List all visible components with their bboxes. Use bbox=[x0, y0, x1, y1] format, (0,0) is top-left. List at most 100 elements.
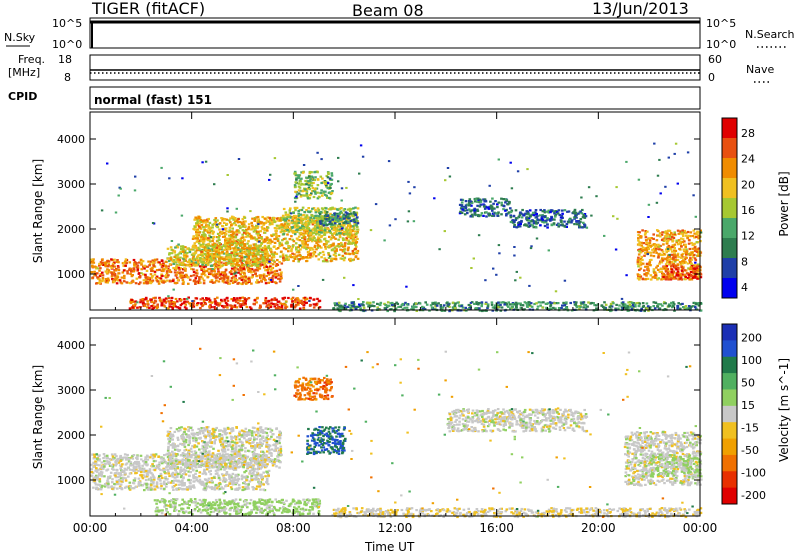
data-cell bbox=[488, 205, 491, 208]
data-cell bbox=[698, 274, 701, 277]
data-cell bbox=[300, 218, 303, 221]
data-cell bbox=[188, 258, 192, 261]
data-cell bbox=[309, 254, 312, 257]
data-cell bbox=[347, 239, 350, 242]
data-cell bbox=[699, 302, 702, 305]
data-cell bbox=[327, 244, 331, 247]
data-cell bbox=[157, 282, 161, 285]
data-cell bbox=[675, 274, 678, 277]
data-cell bbox=[98, 281, 101, 285]
data-cell bbox=[668, 258, 671, 261]
data-cell bbox=[171, 301, 175, 304]
data-cell bbox=[321, 260, 325, 263]
data-cell bbox=[344, 252, 347, 255]
data-cell bbox=[301, 241, 304, 244]
data-cell bbox=[583, 223, 586, 226]
data-cell bbox=[312, 207, 316, 210]
data-cell bbox=[245, 255, 249, 258]
date-label: 13/Jun/2013 bbox=[592, 0, 689, 18]
data-cell bbox=[635, 302, 638, 305]
data-cell bbox=[273, 245, 276, 248]
data-cell bbox=[196, 237, 199, 240]
data-cell bbox=[208, 306, 212, 309]
data-cell bbox=[478, 205, 482, 208]
data-cell bbox=[312, 181, 315, 185]
data-cell bbox=[636, 261, 640, 264]
data-cell bbox=[228, 219, 231, 222]
data-cell bbox=[222, 277, 226, 280]
data-cell bbox=[486, 305, 490, 308]
data-cell bbox=[322, 190, 326, 193]
data-cell bbox=[205, 255, 209, 258]
data-cell bbox=[294, 301, 297, 304]
data-cell bbox=[490, 301, 494, 304]
data-cell bbox=[668, 273, 671, 276]
data-cell bbox=[339, 216, 342, 219]
data-cell bbox=[676, 304, 679, 308]
data-cell bbox=[173, 281, 177, 284]
data-cell bbox=[248, 278, 251, 281]
data-cell bbox=[243, 244, 247, 248]
data-cell bbox=[192, 255, 195, 258]
data-cell bbox=[625, 308, 628, 311]
data-cell bbox=[637, 265, 640, 268]
data-cell bbox=[528, 301, 531, 304]
data-cell bbox=[125, 281, 129, 284]
data-cell bbox=[544, 220, 548, 224]
data-cell bbox=[437, 302, 440, 305]
data-cell bbox=[284, 304, 287, 307]
data-cell bbox=[668, 246, 672, 249]
data-cell bbox=[273, 241, 277, 244]
data-cell bbox=[237, 247, 240, 250]
data-cell bbox=[264, 217, 267, 220]
data-cell bbox=[668, 235, 672, 238]
data-cell bbox=[221, 235, 225, 238]
data-cell bbox=[621, 303, 625, 306]
data-cell bbox=[233, 242, 237, 245]
data-cell bbox=[672, 253, 676, 256]
data-cell bbox=[324, 210, 327, 213]
data-cell bbox=[263, 256, 266, 259]
data-cell bbox=[244, 279, 247, 282]
data-cell bbox=[208, 258, 211, 261]
data-cell bbox=[682, 234, 685, 238]
data-cell bbox=[352, 218, 356, 221]
data-cell bbox=[323, 217, 327, 220]
data-cell bbox=[323, 227, 327, 230]
data-cell bbox=[323, 211, 326, 214]
data-cell bbox=[664, 266, 668, 269]
data-cell bbox=[469, 210, 472, 213]
data-cell bbox=[251, 258, 254, 261]
data-cell bbox=[467, 204, 471, 207]
data-cell bbox=[259, 222, 263, 225]
data-cell bbox=[691, 234, 695, 238]
data-cell bbox=[681, 302, 684, 305]
data-cell bbox=[319, 227, 323, 230]
data-cell bbox=[202, 236, 206, 239]
data-cell bbox=[692, 301, 696, 304]
data-cell bbox=[664, 268, 668, 271]
data-cell bbox=[225, 222, 229, 225]
data-cell bbox=[229, 253, 233, 257]
data-cell bbox=[218, 255, 222, 258]
data-cell bbox=[315, 248, 318, 251]
data-cell bbox=[523, 301, 527, 304]
data-cell bbox=[656, 264, 659, 267]
data-cell bbox=[333, 222, 337, 225]
data-cell bbox=[184, 249, 187, 252]
data-cell bbox=[242, 236, 245, 239]
data-cell bbox=[492, 207, 496, 210]
data-cell bbox=[201, 244, 205, 247]
data-cell bbox=[192, 253, 196, 256]
data-cell bbox=[345, 186, 348, 189]
data-cell bbox=[183, 306, 187, 309]
data-cell bbox=[580, 302, 583, 305]
data-cell bbox=[312, 195, 316, 199]
data-cell bbox=[323, 229, 327, 232]
data-cell bbox=[208, 272, 211, 275]
data-cell bbox=[221, 271, 224, 274]
data-cell bbox=[297, 260, 300, 263]
data-cell bbox=[479, 199, 483, 202]
data-cell bbox=[262, 239, 265, 242]
data-cell bbox=[674, 256, 677, 259]
